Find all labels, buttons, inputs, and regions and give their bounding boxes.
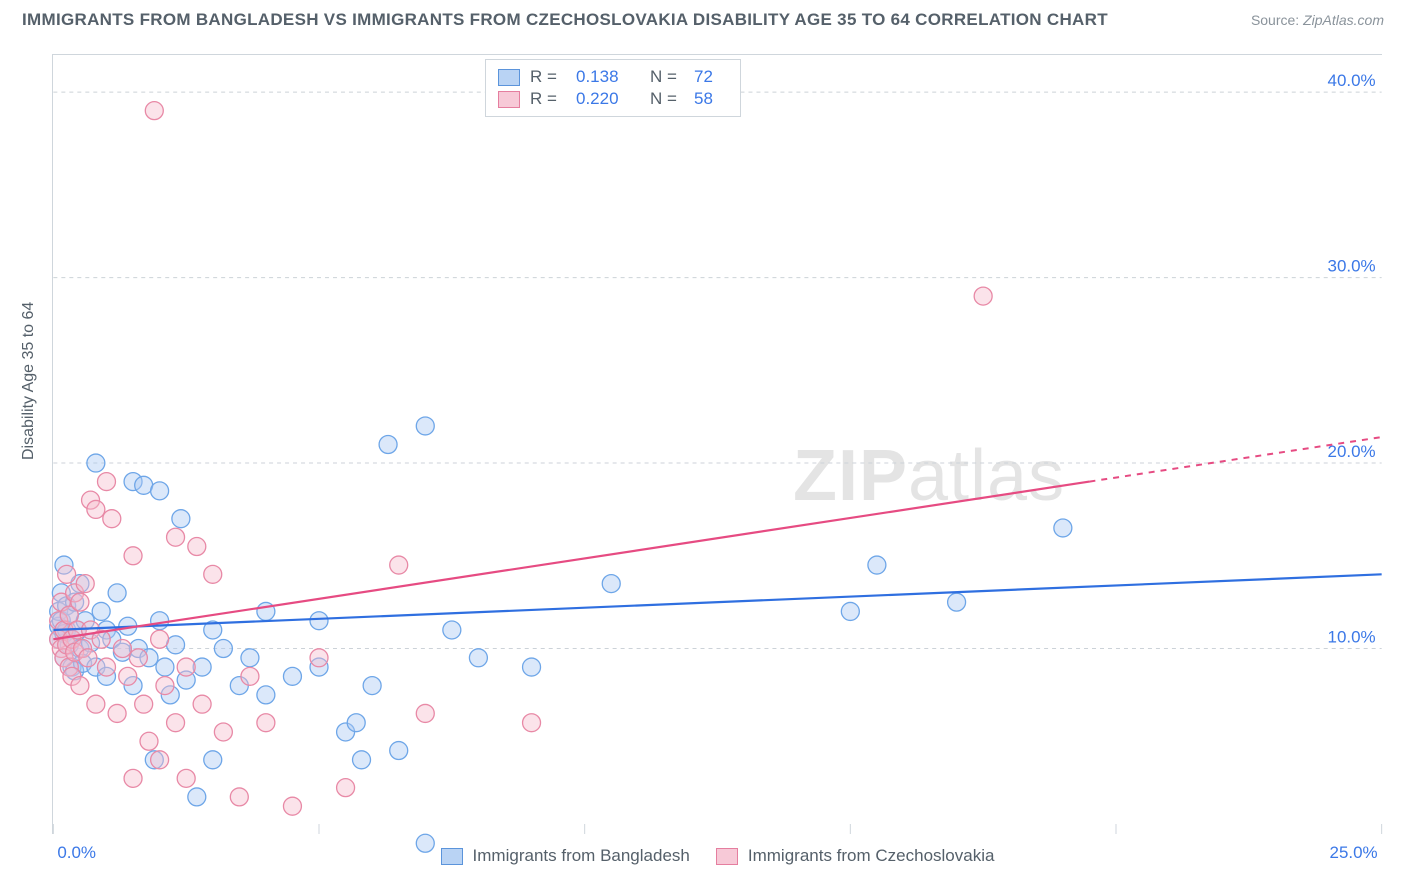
y-axis-label: Disability Age 35 to 64 [20,302,38,460]
swatch-series-2 [716,848,738,865]
series-legend: Immigrants from Bangladesh Immigrants fr… [53,846,1382,866]
source-value: ZipAtlas.com [1303,12,1384,28]
chart-header: IMMIGRANTS FROM BANGLADESH VS IMMIGRANTS… [0,0,1406,34]
r-label-1: R = [530,66,566,88]
svg-text:20.0%: 20.0% [1328,442,1376,461]
swatch-series-1 [441,848,463,865]
n-value-2: 58 [694,88,724,110]
legend-item: Immigrants from Bangladesh [441,846,690,866]
n-value-1: 72 [694,66,724,88]
n-label-2: N = [650,88,684,110]
legend-label-1: Immigrants from Bangladesh [473,846,690,866]
legend-row: R = 0.220 N = 58 [498,88,724,110]
correlation-legend: R = 0.138 N = 72 R = 0.220 N = 58 [485,59,741,117]
swatch-series-1 [498,69,520,86]
scatter-plot: 10.0%20.0%30.0%40.0%0.0%25.0% [53,55,1382,834]
source-label: Source: [1251,12,1299,28]
legend-item: Immigrants from Czechoslovakia [716,846,995,866]
chart-area: ZIPatlas R = 0.138 N = 72 R = 0.220 N = … [52,54,1382,834]
svg-text:30.0%: 30.0% [1328,257,1376,276]
r-value-1: 0.138 [576,66,640,88]
source-attribution: Source: ZipAtlas.com [1251,12,1384,28]
legend-row: R = 0.138 N = 72 [498,66,724,88]
svg-text:40.0%: 40.0% [1328,71,1376,90]
n-label-1: N = [650,66,684,88]
swatch-series-2 [498,91,520,108]
r-label-2: R = [530,88,566,110]
legend-label-2: Immigrants from Czechoslovakia [748,846,995,866]
r-value-2: 0.220 [576,88,640,110]
svg-text:10.0%: 10.0% [1328,628,1376,647]
chart-title: IMMIGRANTS FROM BANGLADESH VS IMMIGRANTS… [22,10,1108,30]
